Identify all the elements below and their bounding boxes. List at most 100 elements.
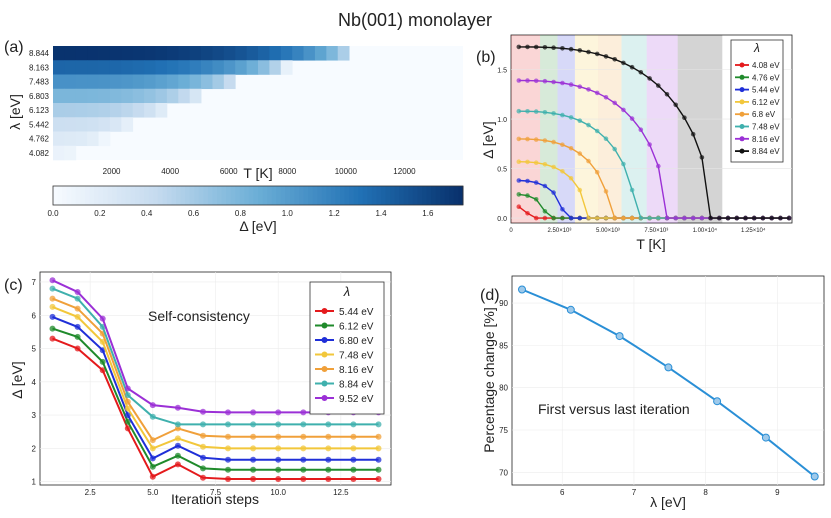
data-point <box>664 363 673 372</box>
data-point <box>612 57 617 62</box>
heatmap-cell <box>121 46 134 61</box>
data-point <box>325 433 332 440</box>
data-point <box>518 285 526 294</box>
legend-entry-b: 4.76 eV <box>752 73 780 82</box>
data-point <box>568 46 574 52</box>
data-point <box>149 455 156 462</box>
heatmap-cell <box>201 60 213 75</box>
data-point <box>577 151 583 156</box>
heatmap-y-tick: 8.844 <box>29 49 50 58</box>
legend-marker-b <box>739 111 745 117</box>
colorbar-segment <box>198 186 204 205</box>
data-point <box>525 44 530 50</box>
data-point <box>300 445 307 452</box>
data-point <box>533 44 539 50</box>
data-point <box>74 313 81 320</box>
colorbar-segment <box>321 186 327 205</box>
data-point <box>734 215 740 221</box>
data-point <box>250 409 257 416</box>
data-point <box>200 443 206 450</box>
data-point <box>664 215 670 221</box>
colorbar-segment <box>166 186 172 205</box>
colorbar-segment <box>71 186 77 205</box>
data-point <box>149 463 156 470</box>
heatmap-cell <box>144 46 156 61</box>
heatmap-cell <box>64 103 77 118</box>
colorbar-segment <box>289 186 295 205</box>
legend-marker-b <box>739 99 745 105</box>
heatmap-cell <box>64 88 77 104</box>
series-line <box>52 315 379 461</box>
legend-entry-c: 8.16 eV <box>339 365 374 376</box>
data-point <box>533 180 539 185</box>
y-tick-c: 5 <box>32 345 37 354</box>
colorbar-segment <box>53 186 59 205</box>
colorbar-segment <box>139 186 145 205</box>
heatmap-x-tick: 2000 <box>103 167 121 176</box>
data-point <box>225 409 231 416</box>
heatmap-cell <box>75 88 88 104</box>
colorbar-segment <box>390 186 396 205</box>
heatmap-cell <box>109 60 122 75</box>
data-point <box>350 445 357 452</box>
data-point <box>551 45 556 50</box>
heatmap-cell <box>155 103 168 118</box>
data-point <box>708 215 713 221</box>
data-point <box>594 215 600 221</box>
data-point <box>577 48 583 53</box>
transition-band <box>646 35 678 223</box>
colorbar-segment <box>381 186 387 205</box>
heatmap-cell <box>189 60 202 75</box>
series-line <box>52 337 379 480</box>
data-point <box>325 466 332 473</box>
panel-d: (d) 70 75 80 85 90 6 7 8 9 λ [eV] Percentage change… <box>480 275 825 510</box>
heatmap-cell <box>53 74 65 90</box>
colorbar-tick: 1.4 <box>375 209 387 218</box>
colorbar-segment <box>75 186 81 205</box>
heatmap-cell <box>144 74 156 90</box>
y-tick-c: 4 <box>32 378 37 387</box>
data-point <box>49 277 56 284</box>
data-point <box>761 433 770 442</box>
data-point <box>751 215 757 221</box>
heatmap-cell <box>178 88 191 104</box>
panel-b: (b) 0.0 0.5 1.0 1.5 0 2.50×10³ 5.00×10³ 7.50×10³… <box>476 34 793 252</box>
heatmap-cell <box>178 74 191 90</box>
data-point <box>525 211 530 216</box>
x-tick-b: 0 <box>509 228 513 234</box>
colorbar-segment <box>226 186 232 205</box>
data-point <box>682 115 687 120</box>
data-point <box>516 204 522 209</box>
data-point <box>673 215 678 221</box>
heatmap-cell <box>212 60 225 75</box>
data-point <box>568 176 574 181</box>
colorbar-segment <box>103 186 109 205</box>
colorbar-segment <box>376 186 382 205</box>
heatmap-cell <box>87 60 99 75</box>
data-point <box>525 193 530 198</box>
heatmap-x-tick: 12000 <box>393 167 416 176</box>
colorbar-tick: 1.2 <box>329 209 341 218</box>
heatmap-cell <box>144 88 156 104</box>
data-point <box>525 136 530 142</box>
y-tick-b: 1.0 <box>497 117 507 124</box>
heatmap-cell <box>53 60 65 75</box>
x-tick-d: 8 <box>703 488 708 497</box>
heatmap-y-tick: 4.082 <box>29 149 50 158</box>
heatmap-cell <box>201 46 213 61</box>
colorbar-segment <box>253 186 259 205</box>
data-point <box>124 405 131 412</box>
data-point <box>603 95 609 100</box>
data-point <box>174 461 181 468</box>
heatmap-cell <box>258 60 270 75</box>
heatmap-y-tick: 6.123 <box>29 106 50 115</box>
colorbar-segment <box>185 186 191 205</box>
colorbar-segment <box>344 186 350 205</box>
colorbar-segment <box>135 186 141 205</box>
data-point <box>99 367 106 374</box>
heatmap-cell <box>269 46 282 61</box>
heatmap-cell <box>98 46 111 61</box>
colorbar-tick: 0.4 <box>141 209 153 218</box>
data-point <box>656 83 661 88</box>
x-tick-d: 6 <box>560 488 565 497</box>
